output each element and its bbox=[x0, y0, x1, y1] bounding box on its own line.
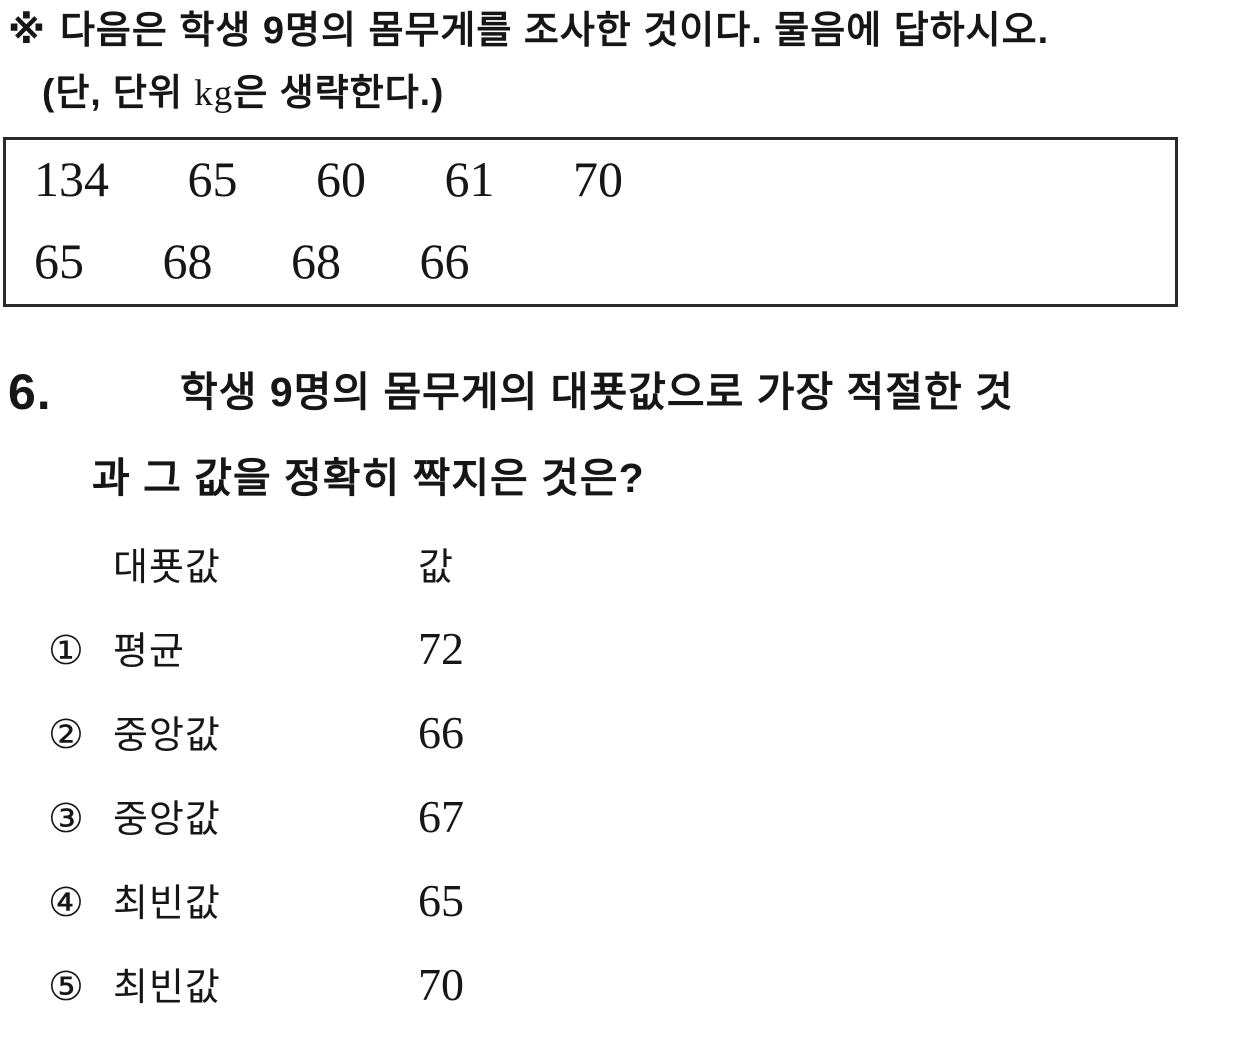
header-value: 값 bbox=[418, 547, 454, 589]
data-value: 134 bbox=[34, 151, 109, 207]
data-row-2: 65 68 68 66 bbox=[34, 232, 1175, 290]
choice-5-marker: ⑤ bbox=[48, 965, 84, 1009]
choice-1-marker: ① bbox=[48, 629, 84, 673]
choice-row-3: ③ 중앙값 67 bbox=[48, 790, 1239, 847]
unit-kg: kg bbox=[194, 73, 234, 114]
data-value: 65 bbox=[187, 151, 238, 207]
data-value: 65 bbox=[34, 233, 84, 289]
instruction-line-2-suffix: 은 생략한다.) bbox=[233, 72, 445, 113]
choice-4-value: 65 bbox=[418, 875, 464, 926]
instruction-line-1-text: 다음은 학생 9명의 몸무게를 조사한 것이다. 물음에 답하시오. bbox=[59, 10, 1050, 52]
choice-row-2: ② 중앙값 66 bbox=[48, 706, 1239, 763]
instruction-line-1: ※ 다음은 학생 9명의 몸무게를 조사한 것이다. 물음에 답하시오. bbox=[8, 6, 1239, 56]
choice-2-label: 중앙값 bbox=[113, 715, 221, 757]
choice-5-value: 70 bbox=[418, 959, 464, 1010]
question-number: 6. bbox=[8, 364, 52, 420]
choices-header: 대푯값 값 bbox=[113, 541, 1239, 595]
data-value: 60 bbox=[316, 151, 366, 207]
header-representative-value: 대푯값 bbox=[113, 547, 221, 589]
data-row-1: 134 65 60 61 70 bbox=[34, 150, 1175, 208]
instruction-block: ※ 다음은 학생 9명의 몸무게를 조사한 것이다. 물음에 답하시오. (단, … bbox=[8, 6, 1239, 117]
choice-4-label: 최빈값 bbox=[113, 883, 221, 925]
question-text: 학생 9명의 몸무게의 대푯값으로 가장 적절한 것 과 그 값을 정확히 짝지… bbox=[92, 363, 1239, 507]
choice-row-4: ④ 최빈값 65 bbox=[48, 874, 1239, 931]
choice-5-label: 최빈값 bbox=[113, 967, 221, 1009]
data-value: 61 bbox=[444, 151, 495, 207]
question-text-line-2: 과 그 값을 정확히 짝지은 것은? bbox=[92, 455, 645, 501]
data-value: 68 bbox=[162, 233, 213, 289]
choice-3-label: 중앙값 bbox=[113, 799, 221, 841]
question-block: 6. 학생 9명의 몸무게의 대푯값으로 가장 적절한 것 과 그 값을 정확히… bbox=[8, 363, 1239, 507]
choice-row-5: ⑤ 최빈값 70 bbox=[48, 958, 1239, 1015]
weight-data-box: 134 65 60 61 70 65 68 68 66 bbox=[3, 137, 1178, 307]
instruction-line-2: (단, 단위 kg은 생략한다.) bbox=[42, 70, 1239, 117]
choice-3-value: 67 bbox=[418, 791, 464, 842]
choice-4-marker: ④ bbox=[48, 881, 84, 925]
instruction-line-2-prefix: (단, 단위 bbox=[42, 72, 195, 113]
data-value: 66 bbox=[419, 233, 470, 289]
question-text-line-1: 학생 9명의 몸무게의 대푯값으로 가장 적절한 것 bbox=[180, 369, 1014, 415]
choice-1-value: 72 bbox=[418, 623, 464, 674]
answer-choices: 대푯값 값 ① 평균 72 ② 중앙값 66 ③ 중앙값 67 ④ 최빈값 65… bbox=[8, 541, 1239, 1015]
data-value: 70 bbox=[573, 151, 623, 207]
choice-2-marker: ② bbox=[48, 713, 84, 757]
choice-3-marker: ③ bbox=[48, 797, 84, 841]
reference-mark: ※ bbox=[8, 10, 46, 52]
choice-row-1: ① 평균 72 bbox=[48, 622, 1239, 679]
choice-1-label: 평균 bbox=[113, 631, 185, 673]
data-value: 68 bbox=[291, 233, 341, 289]
choice-2-value: 66 bbox=[418, 707, 464, 758]
